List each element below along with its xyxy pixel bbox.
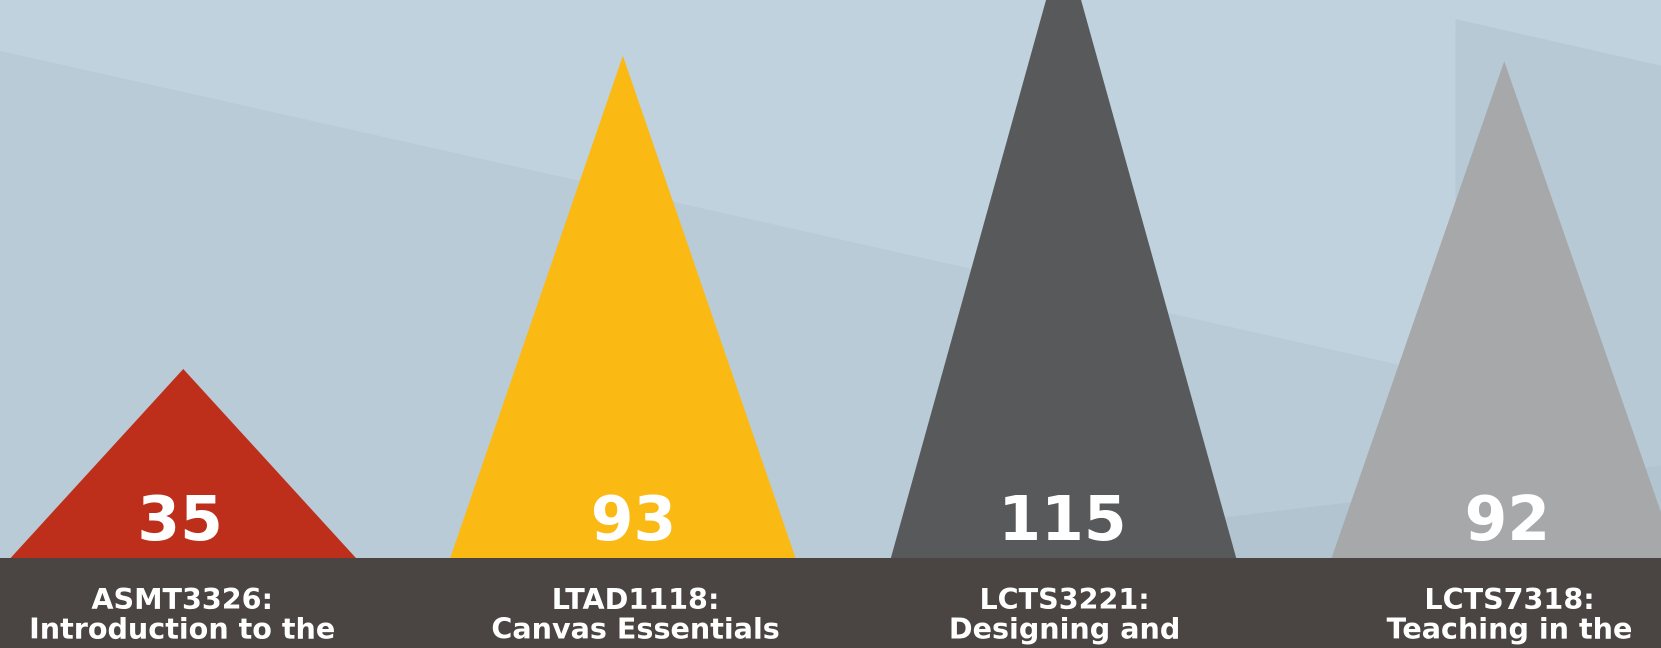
background-shape — [0, 50, 1661, 648]
label-band — [0, 558, 1661, 648]
category-label: Canvas Essentials — [491, 611, 779, 645]
category-label: LCTS3221: — [979, 582, 1149, 616]
triangle-bar — [1331, 61, 1661, 558]
labels: ASMT3326:Introduction to the LTAD1118:Can… — [29, 582, 1632, 646]
value-label: 115 — [998, 484, 1126, 555]
marks: 35 93 115 92 — [10, 0, 1661, 559]
category-label: Designing and — [949, 611, 1180, 645]
category-label: LTAD1118: — [552, 582, 720, 616]
value-label: 92 — [1465, 484, 1550, 555]
triangle-bar — [890, 0, 1237, 558]
category-label: LCTS7318: — [1424, 582, 1594, 616]
triangle-bar — [450, 55, 796, 559]
value-label: 35 — [137, 484, 222, 555]
category-label: ASMT3326: — [91, 582, 273, 616]
triangle-bar — [10, 369, 356, 558]
category-label: Teaching in the — [1387, 611, 1633, 645]
category-label: Introduction to the — [29, 611, 335, 645]
value-label: 93 — [591, 484, 676, 555]
